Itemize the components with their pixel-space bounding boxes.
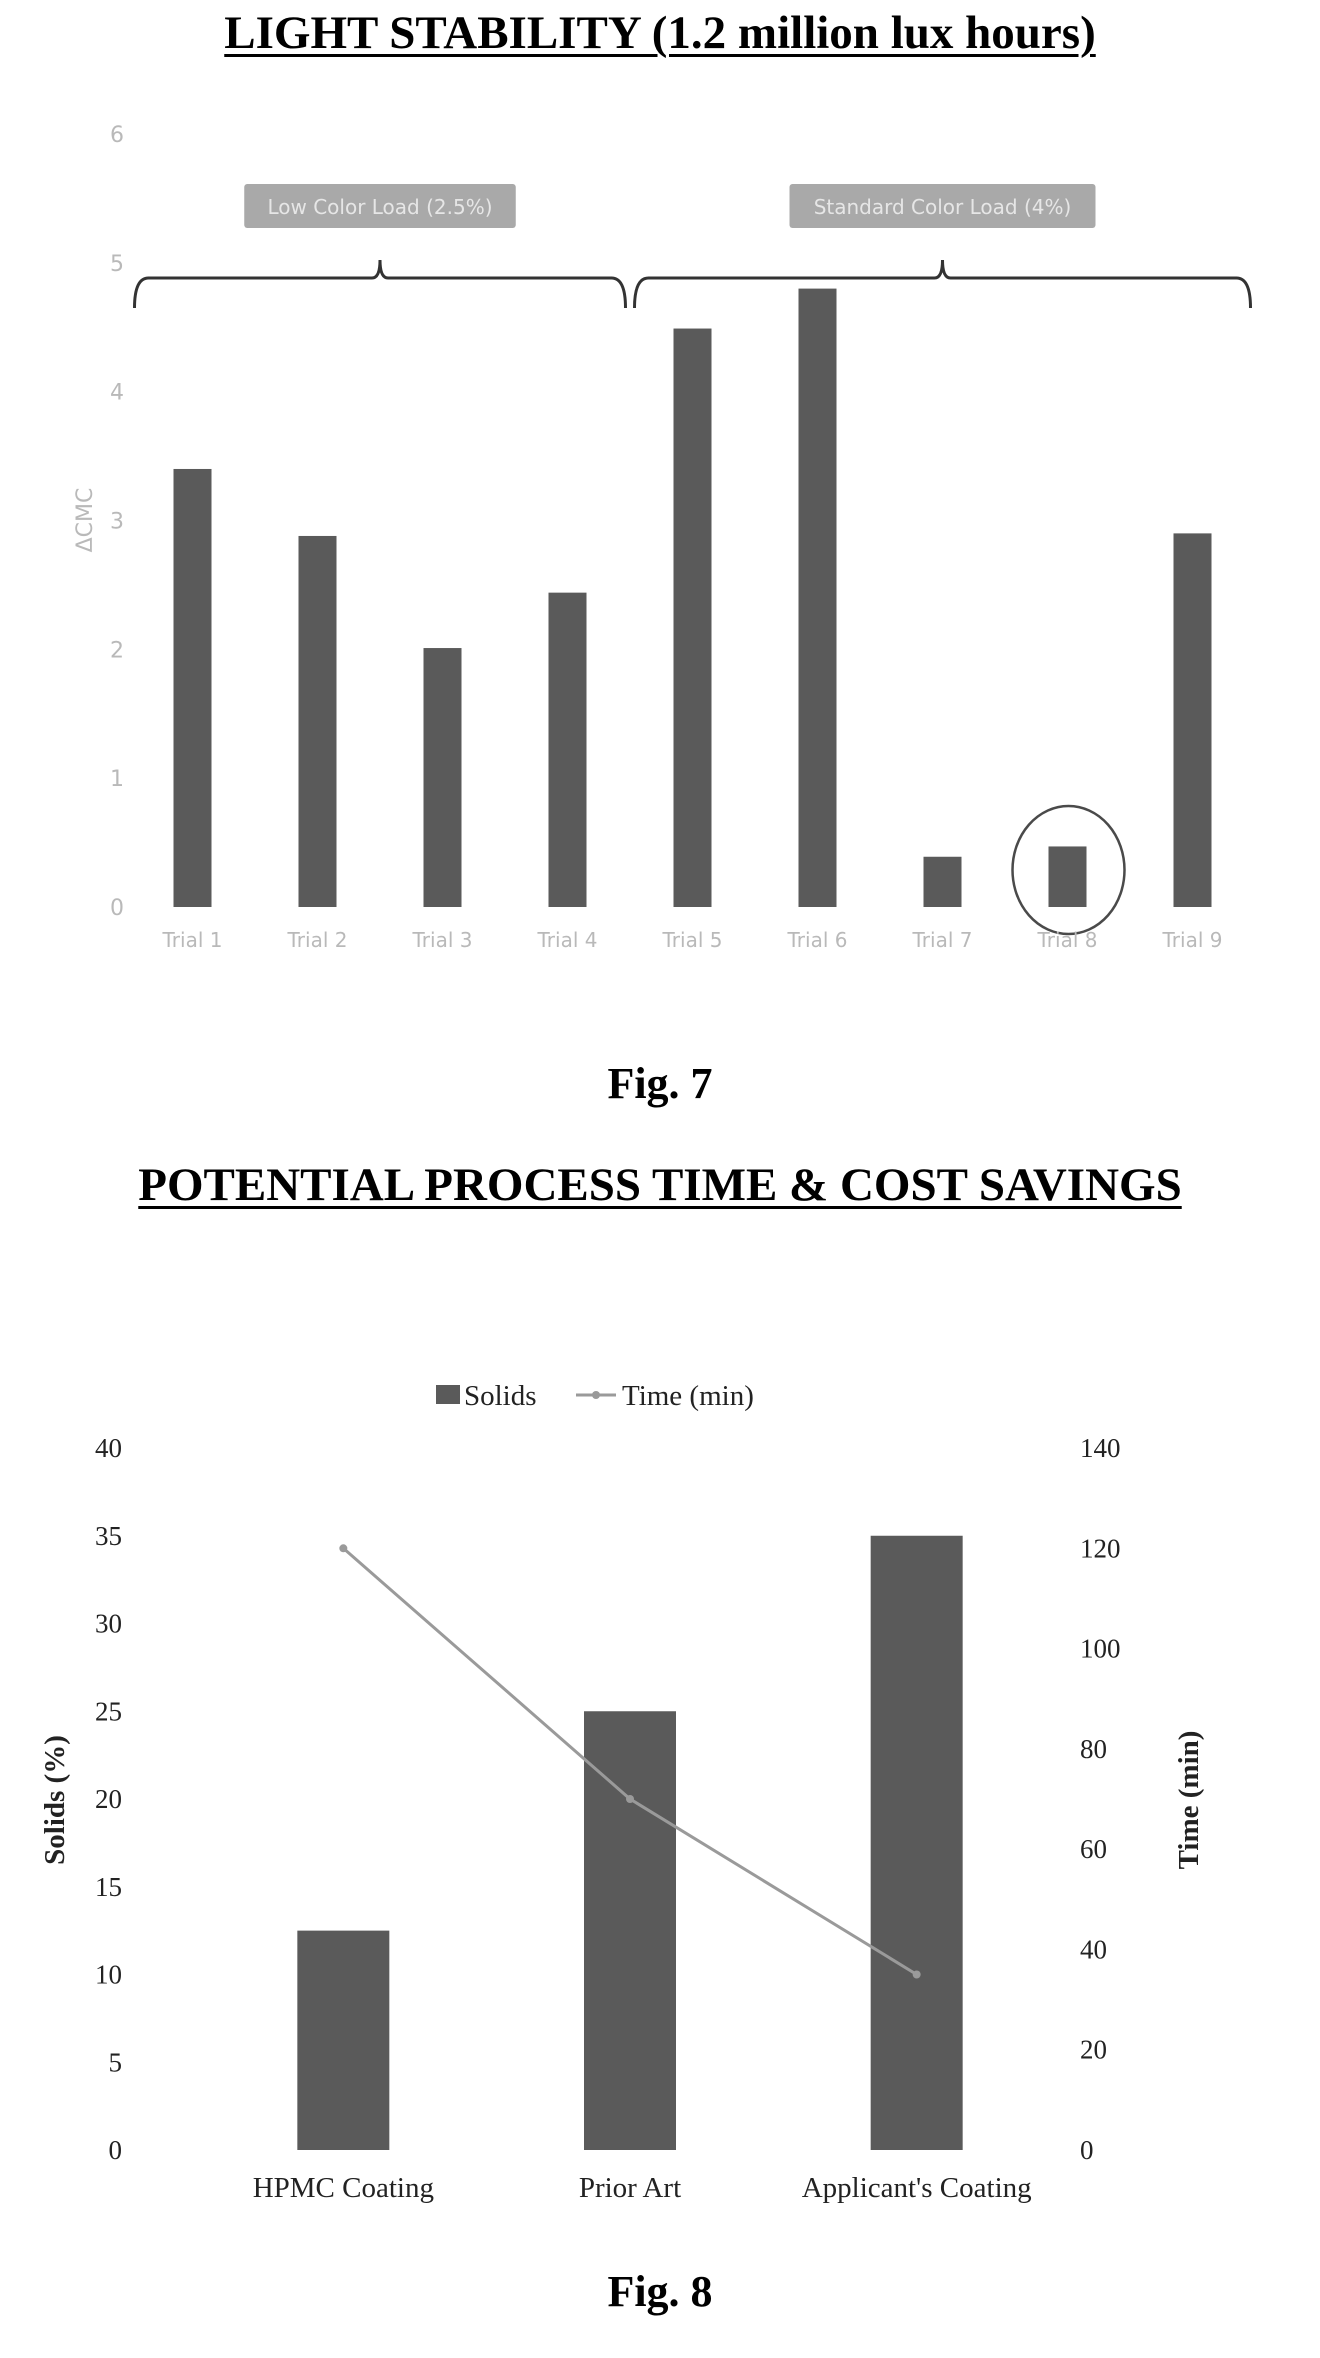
fig7-title: LIGHT STABILITY (1.2 million lux hours) [224, 7, 1096, 59]
fig7-y-axis-label: ΔCMC [73, 488, 98, 553]
fig7-bars [173, 288, 1212, 936]
fig8-left-tick-label: 15 [95, 1872, 122, 1902]
fig8-left-ticks: 0 5 10 15 20 25 30 35 40 [95, 1433, 122, 2165]
fig7-annotation-box [244, 184, 516, 228]
fig8-left-tick-label: 5 [109, 2047, 123, 2077]
fig8-y-axis-label: Solids (%) [39, 1735, 71, 1865]
fig8-x-tick-label: Applicant's Coating [802, 2172, 1032, 2204]
fig8-left-tick-label: 35 [95, 1521, 122, 1551]
fig7-bracket [133, 259, 627, 309]
fig7-bar-4 [548, 592, 587, 907]
fig7-x-tick-label: Trial 1 [162, 928, 223, 952]
fig7-y-tick-label: 3 [110, 510, 124, 535]
fig8-right-ticks: 0 20 40 60 80 100 120 140 [1080, 1433, 1121, 2165]
fig7-annotation-label: Standard Color Load (4%) [814, 195, 1072, 219]
fig7-x-tick-label: Trial 8 [1037, 928, 1098, 952]
fig8-right-tick-label: 60 [1080, 1834, 1107, 1864]
fig7-bar-7 [923, 856, 962, 907]
fig7-bracket [633, 259, 1252, 309]
fig8-right-tick-label: 40 [1080, 1934, 1107, 1964]
fig8-right-tick-label: 20 [1080, 2035, 1107, 2065]
fig8-left-tick-label: 40 [95, 1433, 122, 1463]
fig7-bar-3 [423, 648, 462, 907]
fig8-caption: Fig. 8 [607, 2267, 713, 2316]
fig7-x-tick-label: Trial 4 [537, 928, 598, 952]
fig7-y-ticks: 0 1 2 3 4 5 6 [110, 123, 124, 921]
fig7-x-tick-label: Trial 3 [412, 928, 473, 952]
fig8-left-tick-label: 0 [109, 2135, 123, 2165]
fig8-right-tick-label: 0 [1080, 2135, 1094, 2165]
fig7-annotations: Low Color Load (2.5%) Standard Color Load… [133, 184, 1252, 309]
fig8-right-tick-label: 140 [1080, 1433, 1121, 1463]
fig7-x-tick-label: Trial 7 [912, 928, 973, 952]
fig7-y-tick-label: 2 [110, 638, 124, 663]
fig7-y-tick-label: 1 [110, 767, 124, 792]
fig8-right-tick-label: 80 [1080, 1734, 1107, 1764]
fig8-left-tick-label: 10 [95, 1960, 122, 1990]
fig7-bar-2 [298, 535, 337, 907]
fig8-x-labels: HPMC Coating Prior Art Applicant's Coating [253, 2172, 1032, 2204]
fig8-legend: Solids Time (min) [436, 1380, 754, 1412]
fig8-legend-label-time: Time (min) [622, 1380, 754, 1412]
fig8-x-tick-label: Prior Art [579, 2172, 681, 2204]
fig7-annotation-label: Low Color Load (2.5%) [267, 195, 492, 219]
fig8-time-point-2 [626, 1795, 634, 1803]
fig7-highlight-circle [1011, 804, 1126, 936]
fig8-solids-bar-1 [297, 1930, 390, 2150]
fig8-solids-bar-3 [870, 1535, 963, 2150]
fig8-solids-bar-2 [584, 1711, 676, 2150]
fig8-left-tick-label: 25 [95, 1696, 122, 1726]
fig7-bar-9 [1173, 533, 1212, 907]
fig7-y-tick-label: 6 [110, 123, 124, 148]
fig7-x-tick-label: Trial 5 [662, 928, 723, 952]
fig7-bar-5 [673, 328, 712, 907]
fig8-legend-marker-time [592, 1391, 600, 1399]
fig7-caption: Fig. 7 [607, 1059, 713, 1108]
fig8-chart: Solids Time (min) 0 5 10 15 20 25 30 35 40 0 20 40 6… [39, 1380, 1205, 2204]
fig8-left-tick-label: 20 [95, 1784, 122, 1814]
fig8-x-tick-label: HPMC Coating [253, 2172, 434, 2204]
fig7-x-tick-label: Trial 2 [287, 928, 348, 952]
fig7-y-tick-label: 0 [110, 896, 124, 921]
fig7-bar-6 [798, 288, 837, 908]
fig8-bars [297, 1535, 963, 2150]
fig8-time-point-3 [912, 1970, 921, 1979]
fig8-y2-axis-label: Time (min) [1173, 1731, 1205, 1870]
fig8-legend-label-solids: Solids [464, 1380, 537, 1412]
fig7-x-labels: Trial 1 Trial 2 Trial 3 Trial 4 Trial 5 Trial… [162, 928, 1223, 952]
fig7-x-tick-label: Trial 9 [1162, 928, 1223, 952]
fig7-bar-8 [1048, 846, 1087, 907]
fig7-bar-1 [173, 468, 212, 907]
fig8-right-tick-label: 100 [1080, 1634, 1121, 1664]
fig7-y-tick-label: 5 [110, 252, 124, 277]
fig7-y-tick-label: 4 [110, 381, 124, 406]
fig8-time-point-1 [339, 1544, 348, 1553]
fig8-title: POTENTIAL PROCESS TIME & COST SAVINGS [138, 1159, 1182, 1211]
fig8-left-tick-label: 30 [95, 1609, 122, 1639]
fig8-legend-swatch-solids [436, 1385, 460, 1404]
fig7-x-tick-label: Trial 6 [787, 928, 848, 952]
fig7-annotation-box [789, 184, 1096, 228]
fig8-time-line [339, 1544, 921, 1979]
fig8-right-tick-label: 120 [1080, 1533, 1121, 1563]
